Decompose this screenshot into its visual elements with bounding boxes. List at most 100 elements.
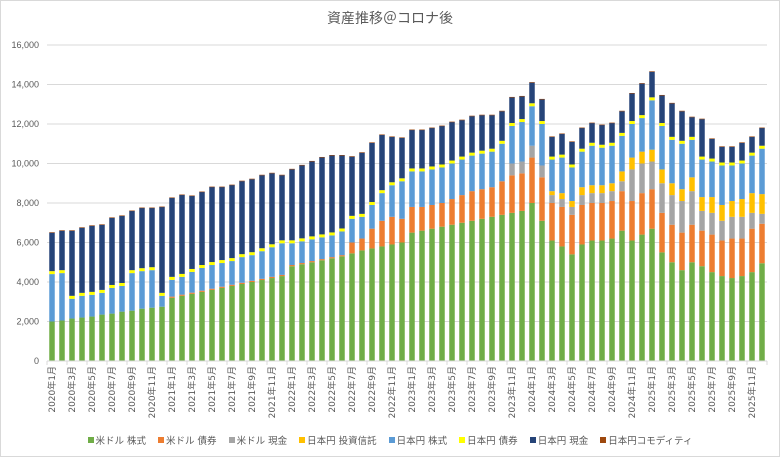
bar-segment	[249, 252, 255, 256]
bar-segment	[439, 167, 445, 203]
x-tick-label: 2023年1月	[406, 366, 418, 413]
bar-segment	[419, 129, 425, 169]
bar-segment	[459, 120, 465, 157]
bar-segment	[499, 110, 505, 112]
bar-segment	[569, 214, 575, 255]
bar-segment	[599, 144, 605, 148]
bar-segment	[199, 191, 205, 193]
bar-segment	[159, 292, 165, 296]
bar-segment	[509, 175, 515, 213]
bar-segment	[249, 255, 255, 281]
y-tick-label: 10,000	[11, 159, 39, 169]
bar-segment	[399, 242, 405, 361]
bar-segment	[349, 242, 355, 254]
bar-segment	[579, 127, 585, 129]
bar-segment	[549, 156, 555, 160]
bar-segment	[59, 273, 65, 321]
bar-segment	[269, 276, 275, 279]
bar-segment	[609, 191, 615, 202]
bar-segment	[189, 293, 195, 361]
bar-segment	[129, 270, 135, 274]
bar-segment	[59, 230, 65, 271]
bar-segment	[749, 155, 755, 194]
x-tick-label: 2024年7月	[586, 366, 598, 413]
bar-segment	[359, 213, 365, 217]
bar-segment	[289, 265, 295, 267]
bar-segment	[559, 193, 565, 200]
bar-stack	[179, 194, 185, 361]
bar-segment	[119, 215, 125, 217]
bar-segment	[509, 163, 515, 176]
bar-stack	[319, 156, 325, 361]
bar-segment	[349, 253, 355, 361]
bar-stack	[509, 96, 515, 361]
bar-segment	[239, 282, 245, 284]
bar-segment	[389, 244, 395, 361]
bar-stack	[269, 172, 275, 361]
bar-segment	[689, 224, 695, 263]
bar-segment	[339, 155, 345, 156]
bar-segment	[89, 225, 95, 226]
x-tick-label: 2025年3月	[666, 366, 678, 413]
bar-segment	[719, 165, 725, 205]
bar-segment	[179, 273, 185, 277]
bar-segment	[459, 159, 465, 196]
bar-segment	[79, 227, 85, 228]
bar-stack	[479, 114, 485, 361]
bar-segment	[379, 134, 385, 136]
bar-segment	[669, 139, 675, 184]
bar-segment	[439, 125, 445, 165]
bar-segment	[369, 142, 375, 203]
bar-segment	[549, 191, 555, 196]
bar-segment	[329, 258, 335, 361]
bar-segment	[219, 263, 225, 287]
bar-segment	[609, 201, 615, 239]
bar-segment	[549, 136, 555, 157]
bar-segment	[179, 295, 185, 361]
bar-segment	[49, 274, 55, 322]
bar-segment	[739, 199, 745, 217]
bar-segment	[549, 195, 555, 203]
bar-segment	[589, 142, 595, 146]
bar-segment	[609, 145, 615, 184]
bar-segment	[589, 145, 595, 186]
bar-segment	[169, 297, 175, 361]
x-tick-label: 2024年11月	[626, 366, 638, 418]
bar-segment	[309, 262, 315, 361]
bar-segment	[129, 210, 135, 271]
bar-stack	[569, 141, 575, 361]
bar-segment	[379, 220, 385, 247]
bar-segment	[329, 257, 335, 259]
bar-segment	[479, 114, 485, 116]
bar-segment	[139, 207, 145, 209]
bar-segment	[559, 246, 565, 361]
bar-segment	[569, 141, 575, 142]
bar-segment	[199, 290, 205, 292]
bar-segment	[199, 191, 205, 266]
bar-segment	[539, 98, 545, 100]
bar-segment	[429, 204, 435, 229]
bar-stack	[249, 178, 255, 361]
bar-segment	[369, 228, 375, 249]
x-tick-label: 2020年9月	[126, 366, 138, 413]
bar-segment	[149, 270, 155, 308]
bar-stack	[289, 168, 295, 361]
bar-segment	[189, 292, 195, 294]
bar-stack	[129, 210, 135, 361]
bar-segment	[529, 82, 535, 104]
bar-segment	[249, 179, 255, 253]
bar-segment	[459, 195, 465, 223]
bar-segment	[159, 295, 165, 307]
bar-segment	[199, 291, 205, 361]
bar-segment	[529, 106, 535, 146]
x-tick-label: 2020年7月	[106, 366, 118, 413]
bar-segment	[159, 306, 165, 361]
bar-segment	[709, 212, 715, 235]
bar-segment	[209, 265, 215, 289]
bar-segment	[279, 243, 285, 275]
bar-segment	[749, 228, 755, 273]
bar-segment	[739, 142, 745, 143]
bar-segment	[309, 239, 315, 262]
bar-segment	[669, 103, 675, 137]
